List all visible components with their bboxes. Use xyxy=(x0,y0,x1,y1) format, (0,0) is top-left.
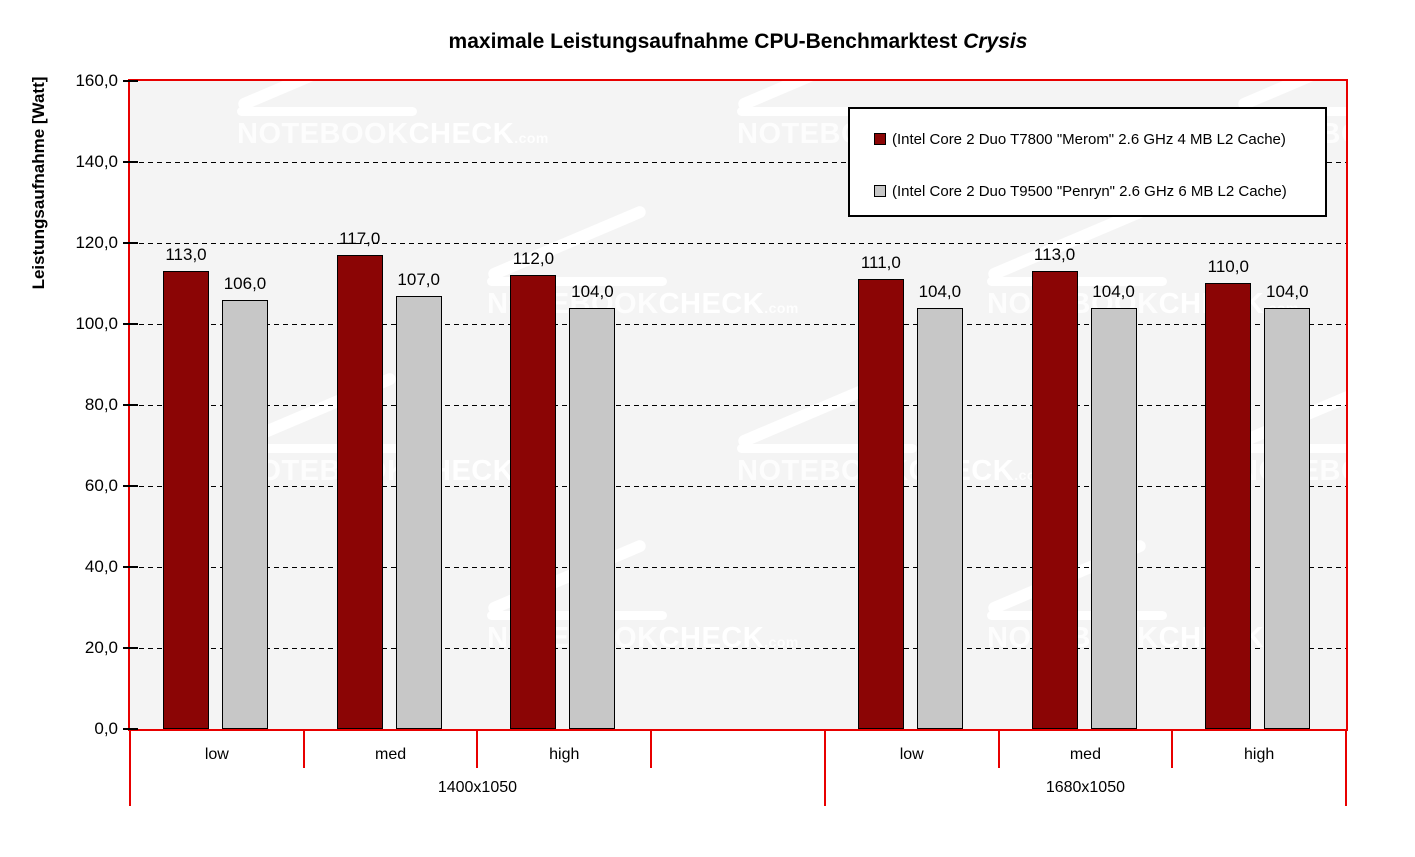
bar-value-label: 104,0 xyxy=(1266,282,1309,301)
chart-title-text: maximale Leistungsaufnahme CPU-Benchmark… xyxy=(448,30,958,53)
y-axis-title: Leistungsaufnahme [Watt] xyxy=(29,76,48,290)
watermark-bar-icon xyxy=(737,444,917,453)
legend-swatch-gray-icon xyxy=(874,185,886,197)
watermark-text: NOTEBOOKCHECK.com xyxy=(237,118,549,151)
y-tick-label: 160,0 xyxy=(75,71,118,90)
y-tick-label: 120,0 xyxy=(75,233,118,252)
bar-value-label: 117,0 xyxy=(339,229,381,248)
y-axis-tick xyxy=(123,728,138,730)
y-tick-label: 40,0 xyxy=(84,557,118,576)
category-separator xyxy=(1171,729,1174,768)
category-label-low: low xyxy=(899,746,924,763)
watermark-bar-icon xyxy=(237,107,417,116)
y-tick-label: 140,0 xyxy=(75,152,118,171)
resolution-group-label: 1400x1050 xyxy=(437,779,518,796)
watermark-text: NOTEBOOKCHECK.com xyxy=(237,455,549,488)
legend-item-merom: (Intel Core 2 Duo T7800 "Merom" 2.6 GHz … xyxy=(874,130,1286,148)
bar-value-label: 104,0 xyxy=(1092,282,1135,301)
bar-merom xyxy=(336,255,383,729)
legend-item-penryn: (Intel Core 2 Duo T9500 "Penryn" 2.6 GHz… xyxy=(874,182,1287,200)
bar-value-label: 111,0 xyxy=(860,253,901,272)
legend-label-merom: (Intel Core 2 Duo T7800 "Merom" 2.6 GHz … xyxy=(892,130,1286,148)
bar-value-label: 113,0 xyxy=(1033,245,1076,264)
bar-penryn xyxy=(1264,308,1311,729)
bar-penryn xyxy=(1090,308,1137,729)
notebookcheck-watermark: NOTEBOOKCHECK.com xyxy=(236,81,548,167)
watermark-text-part2: CHECK xyxy=(408,118,515,150)
bar-merom xyxy=(163,271,209,729)
bar-merom xyxy=(857,279,904,729)
gridline-60 xyxy=(130,486,1346,487)
category-label-med: med xyxy=(374,746,407,763)
y-tick-label: 60,0 xyxy=(84,476,118,495)
category-label-low: low xyxy=(204,746,229,763)
watermark-text-suffix: .com xyxy=(764,300,799,316)
watermark-bar-icon xyxy=(237,444,417,453)
gridline-120 xyxy=(130,243,1346,244)
bar-penryn xyxy=(222,300,268,729)
gridline-80 xyxy=(130,405,1346,406)
category-separator xyxy=(302,729,305,768)
bar-penryn xyxy=(569,308,616,729)
bar-merom xyxy=(1205,283,1252,729)
group-separator xyxy=(823,729,826,806)
legend-label-penryn: (Intel Core 2 Duo T9500 "Penryn" 2.6 GHz… xyxy=(892,182,1287,200)
bar-penryn xyxy=(916,308,963,729)
bar-value-label: 113,0 xyxy=(165,245,207,264)
y-axis-tick xyxy=(123,323,138,325)
category-separator xyxy=(650,729,653,768)
gridline-140 xyxy=(130,162,1346,163)
legend-swatch-dark-red-icon xyxy=(874,133,886,145)
watermark-bar-icon xyxy=(487,277,667,286)
y-tick-label: 20,0 xyxy=(84,638,118,657)
group-separator xyxy=(1345,729,1347,806)
gridline-100 xyxy=(130,324,1346,325)
chart-title-emphasis: Crysis xyxy=(963,30,1028,53)
group-separator xyxy=(129,729,131,806)
category-separator xyxy=(997,729,1000,768)
chart-title: maximale Leistungsaufnahme CPU-Benchmark… xyxy=(130,30,1346,54)
bar-value-label: 106,0 xyxy=(223,274,267,293)
bar-value-label: 107,0 xyxy=(397,270,440,289)
y-tick-label: 100,0 xyxy=(75,314,118,333)
bar-value-label: 104,0 xyxy=(571,282,614,301)
watermark-text-suffix: .com xyxy=(764,634,799,650)
watermark-text-part2: CHECK xyxy=(658,288,765,320)
watermark-text-suffix: .com xyxy=(514,130,549,146)
bar-value-label: 104,0 xyxy=(918,282,962,301)
watermark-bar-icon xyxy=(737,107,917,116)
y-axis-tick xyxy=(123,80,138,82)
watermark-text-part1: NOTEBOOK xyxy=(237,118,409,150)
y-axis-tick xyxy=(123,647,138,649)
gridline-20 xyxy=(130,648,1346,649)
y-tick-label: 0,0 xyxy=(94,719,118,738)
y-axis-tick xyxy=(123,161,138,163)
category-label-med: med xyxy=(1069,746,1101,763)
bar-value-label: 110,0 xyxy=(1207,257,1249,276)
y-axis-tick xyxy=(123,404,138,406)
y-axis-tick xyxy=(123,242,138,244)
y-tick-label: 80,0 xyxy=(84,395,118,414)
legend: (Intel Core 2 Duo T7800 "Merom" 2.6 GHz … xyxy=(848,107,1327,217)
y-axis-tick xyxy=(123,566,138,568)
bar-value-label: 112,0 xyxy=(512,249,555,268)
category-label-high: high xyxy=(1244,746,1275,763)
category-separator xyxy=(476,729,479,768)
watermark-text-part2: CHECK xyxy=(658,622,765,654)
gridline-40 xyxy=(130,567,1346,568)
bar-penryn xyxy=(395,296,442,729)
y-axis-tick xyxy=(123,485,138,487)
category-label-high: high xyxy=(549,746,580,763)
bar-merom xyxy=(1031,271,1078,729)
bar-merom xyxy=(510,275,557,729)
resolution-group-label: 1680x1050 xyxy=(1045,779,1125,796)
